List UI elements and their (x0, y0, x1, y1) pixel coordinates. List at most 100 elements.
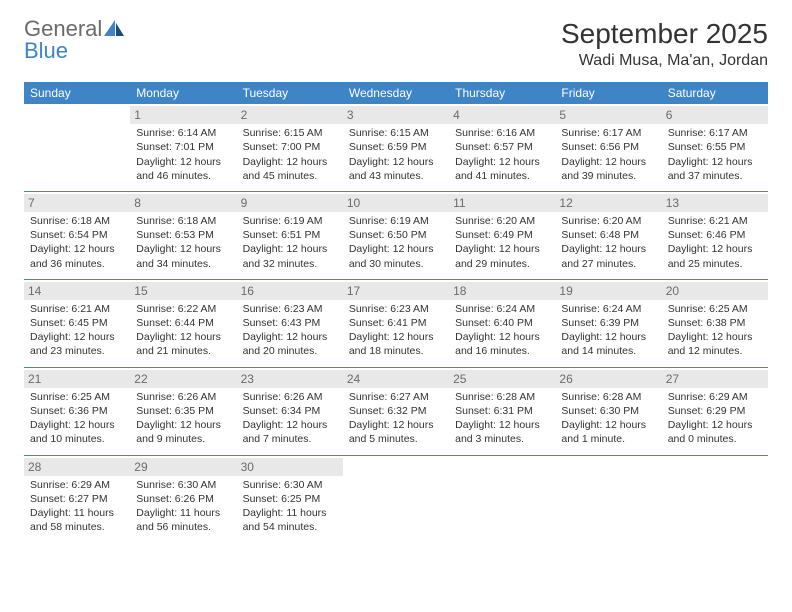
page: GeneralBlue September 2025 Wadi Musa, Ma… (0, 0, 792, 560)
day-details: Sunrise: 6:22 AMSunset: 6:44 PMDaylight:… (136, 302, 230, 359)
day-number: 24 (343, 370, 449, 388)
day-details: Sunrise: 6:28 AMSunset: 6:31 PMDaylight:… (455, 390, 549, 447)
sunrise-text: Sunrise: 6:23 AM (243, 302, 337, 316)
daylight-text: Daylight: 12 hours and 20 minutes. (243, 330, 337, 358)
calendar-day-cell: 12Sunrise: 6:20 AMSunset: 6:48 PMDayligh… (555, 191, 661, 279)
calendar-week-row: 21 Sunrise: 6:25 AMSunset: 6:36 PMDayligh… (24, 367, 768, 455)
calendar-day-cell (555, 455, 661, 542)
daylight-text: Daylight: 12 hours and 46 minutes. (136, 155, 230, 183)
weekday-header: Sunday (24, 82, 130, 104)
calendar-day-cell: 26Sunrise: 6:28 AMSunset: 6:30 PMDayligh… (555, 367, 661, 455)
daylight-text: Daylight: 12 hours and 12 minutes. (668, 330, 762, 358)
day-number: 1 (130, 106, 236, 124)
day-details: Sunrise: 6:28 AMSunset: 6:30 PMDaylight:… (561, 390, 655, 447)
calendar-day-cell: 19Sunrise: 6:24 AMSunset: 6:39 PMDayligh… (555, 279, 661, 367)
sunset-text: Sunset: 6:43 PM (243, 316, 337, 330)
sunrise-text: Sunrise: 6:25 AM (668, 302, 762, 316)
weekday-header: Thursday (449, 82, 555, 104)
day-details: Sunrise: 6:29 AMSunset: 6:29 PMDaylight:… (668, 390, 762, 447)
sunset-text: Sunset: 7:00 PM (243, 140, 337, 154)
sunrise-text: Sunrise: 6:22 AM (136, 302, 230, 316)
weekday-header: Monday (130, 82, 236, 104)
calendar-day-cell (449, 455, 555, 542)
day-number: 10 (343, 194, 449, 212)
day-number: 13 (662, 194, 768, 212)
sunrise-text: Sunrise: 6:23 AM (349, 302, 443, 316)
sunset-text: Sunset: 6:54 PM (30, 228, 124, 242)
calendar-day-cell: 15Sunrise: 6:22 AMSunset: 6:44 PMDayligh… (130, 279, 236, 367)
sunset-text: Sunset: 6:41 PM (349, 316, 443, 330)
calendar-day-cell: 5Sunrise: 6:17 AMSunset: 6:56 PMDaylight… (555, 104, 661, 191)
calendar-week-row: 7Sunrise: 6:18 AMSunset: 6:54 PMDaylight… (24, 191, 768, 279)
location: Wadi Musa, Ma'an, Jordan (561, 52, 768, 70)
daylight-text: Daylight: 12 hours and 7 minutes. (243, 418, 337, 446)
calendar-day-cell: 7Sunrise: 6:18 AMSunset: 6:54 PMDaylight… (24, 191, 130, 279)
calendar-day-cell: 6 Sunrise: 6:17 AMSunset: 6:55 PMDaylight… (662, 104, 768, 191)
sunset-text: Sunset: 7:01 PM (136, 140, 230, 154)
day-details: Sunrise: 6:19 AMSunset: 6:51 PMDaylight:… (243, 214, 337, 271)
day-details: Sunrise: 6:26 AMSunset: 6:34 PMDaylight:… (243, 390, 337, 447)
sunrise-text: Sunrise: 6:28 AM (455, 390, 549, 404)
calendar-week-row: 14Sunrise: 6:21 AMSunset: 6:45 PMDayligh… (24, 279, 768, 367)
sunset-text: Sunset: 6:32 PM (349, 404, 443, 418)
sunset-text: Sunset: 6:35 PM (136, 404, 230, 418)
calendar-day-cell: 13Sunrise: 6:21 AMSunset: 6:46 PMDayligh… (662, 191, 768, 279)
day-details: Sunrise: 6:23 AMSunset: 6:41 PMDaylight:… (349, 302, 443, 359)
sunrise-text: Sunrise: 6:18 AM (30, 214, 124, 228)
day-number: 20 (662, 282, 768, 300)
calendar-day-cell: 2Sunrise: 6:15 AMSunset: 7:00 PMDaylight… (237, 104, 343, 191)
calendar-header-row: SundayMondayTuesdayWednesdayThursdayFrid… (24, 82, 768, 104)
calendar-day-cell: 25Sunrise: 6:28 AMSunset: 6:31 PMDayligh… (449, 367, 555, 455)
day-details: Sunrise: 6:17 AMSunset: 6:55 PMDaylight:… (668, 126, 762, 183)
sunset-text: Sunset: 6:59 PM (349, 140, 443, 154)
calendar-day-cell: 22Sunrise: 6:26 AMSunset: 6:35 PMDayligh… (130, 367, 236, 455)
calendar-day-cell: 24 Sunrise: 6:27 AMSunset: 6:32 PMDayligh… (343, 367, 449, 455)
calendar-week-row: 1 Sunrise: 6:14 AMSunset: 7:01 PMDaylight… (24, 104, 768, 191)
calendar-day-cell: 4Sunrise: 6:16 AMSunset: 6:57 PMDaylight… (449, 104, 555, 191)
daylight-text: Daylight: 12 hours and 0 minutes. (668, 418, 762, 446)
daylight-text: Daylight: 12 hours and 29 minutes. (455, 242, 549, 270)
sunrise-text: Sunrise: 6:26 AM (243, 390, 337, 404)
day-number: 14 (24, 282, 130, 300)
day-number: 23 (237, 370, 343, 388)
sunrise-text: Sunrise: 6:19 AM (349, 214, 443, 228)
header: GeneralBlue September 2025 Wadi Musa, Ma… (24, 18, 768, 70)
day-details: Sunrise: 6:30 AMSunset: 6:26 PMDaylight:… (136, 478, 230, 535)
logo-sail-icon (104, 18, 126, 40)
day-number (662, 458, 768, 476)
day-number: 6 (662, 106, 768, 124)
sunrise-text: Sunrise: 6:29 AM (30, 478, 124, 492)
daylight-text: Daylight: 12 hours and 36 minutes. (30, 242, 124, 270)
sunrise-text: Sunrise: 6:24 AM (561, 302, 655, 316)
sunset-text: Sunset: 6:27 PM (30, 492, 124, 506)
day-number (555, 458, 661, 476)
sunset-text: Sunset: 6:29 PM (668, 404, 762, 418)
weekday-header: Wednesday (343, 82, 449, 104)
calendar-day-cell: 11Sunrise: 6:20 AMSunset: 6:49 PMDayligh… (449, 191, 555, 279)
calendar-day-cell: 27Sunrise: 6:29 AMSunset: 6:29 PMDayligh… (662, 367, 768, 455)
sunset-text: Sunset: 6:36 PM (30, 404, 124, 418)
daylight-text: Daylight: 12 hours and 16 minutes. (455, 330, 549, 358)
sunset-text: Sunset: 6:57 PM (455, 140, 549, 154)
sunrise-text: Sunrise: 6:27 AM (349, 390, 443, 404)
sunset-text: Sunset: 6:40 PM (455, 316, 549, 330)
sunrise-text: Sunrise: 6:30 AM (136, 478, 230, 492)
day-details: Sunrise: 6:29 AMSunset: 6:27 PMDaylight:… (30, 478, 124, 535)
day-number: 16 (237, 282, 343, 300)
day-number: 17 (343, 282, 449, 300)
daylight-text: Daylight: 12 hours and 45 minutes. (243, 155, 337, 183)
sunset-text: Sunset: 6:48 PM (561, 228, 655, 242)
day-number: 28 (24, 458, 130, 476)
sunset-text: Sunset: 6:31 PM (455, 404, 549, 418)
logo-word-blue: Blue (24, 38, 68, 63)
day-number: 21 (24, 370, 130, 388)
sunset-text: Sunset: 6:38 PM (668, 316, 762, 330)
weekday-header: Tuesday (237, 82, 343, 104)
calendar-day-cell: 14Sunrise: 6:21 AMSunset: 6:45 PMDayligh… (24, 279, 130, 367)
sunset-text: Sunset: 6:34 PM (243, 404, 337, 418)
sunrise-text: Sunrise: 6:15 AM (243, 126, 337, 140)
day-details: Sunrise: 6:25 AMSunset: 6:36 PMDaylight:… (30, 390, 124, 447)
sunset-text: Sunset: 6:39 PM (561, 316, 655, 330)
daylight-text: Daylight: 12 hours and 5 minutes. (349, 418, 443, 446)
day-details: Sunrise: 6:14 AMSunset: 7:01 PMDaylight:… (136, 126, 230, 183)
